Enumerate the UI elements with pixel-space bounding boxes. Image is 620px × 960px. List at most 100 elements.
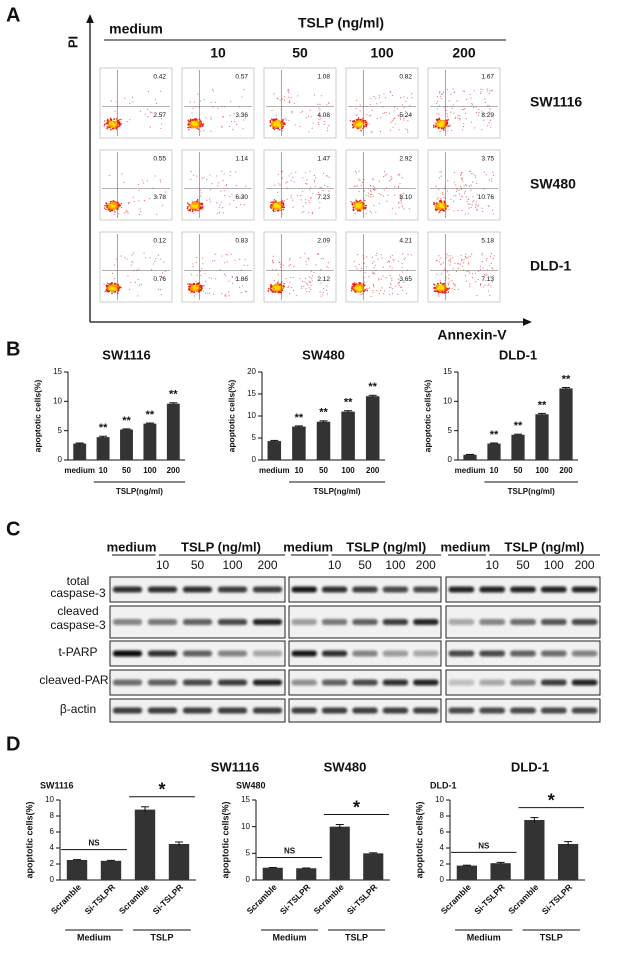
event-dot [441, 128, 443, 130]
event-dot [411, 97, 412, 98]
event-dot [462, 180, 463, 181]
event-dot [214, 260, 215, 261]
event-dot [224, 173, 225, 174]
event-dot [449, 124, 450, 125]
quadrant-value: 2.92 [399, 156, 412, 163]
event-dot [358, 204, 361, 207]
event-dot [293, 266, 294, 267]
quadrant-value: 6.30 [235, 194, 248, 201]
event-dot [151, 112, 152, 113]
blot-band [148, 651, 177, 657]
event-dot [118, 120, 120, 122]
event-dot [317, 253, 318, 254]
event-dot [380, 117, 381, 118]
y-tick-label: 5 [252, 433, 257, 442]
event-dot [392, 255, 393, 256]
event-dot [158, 255, 159, 256]
event-dot [270, 121, 272, 123]
blot-band [448, 680, 474, 686]
event-dot [392, 259, 393, 260]
event-dot [382, 113, 383, 114]
event-dot [327, 175, 328, 176]
event-dot [200, 130, 201, 131]
event-dot [368, 193, 369, 194]
event-dot [447, 130, 448, 131]
event-dot [443, 262, 444, 263]
panel-title: SW480 [324, 759, 367, 774]
event-dot [358, 171, 359, 172]
quadrant-value: 0.42 [153, 74, 166, 81]
event-dot [292, 199, 293, 200]
event-dot [312, 280, 313, 281]
event-dot [476, 112, 477, 113]
event-dot [365, 120, 367, 122]
event-dot [391, 280, 392, 281]
event-dot [460, 199, 461, 200]
quadrant-value: 0.55 [153, 156, 166, 163]
event-dot [438, 123, 441, 126]
event-dot [193, 212, 194, 213]
event-dot [398, 261, 399, 262]
y-tick-label: 2 [50, 859, 55, 868]
event-dot [277, 282, 279, 284]
event-dot [310, 110, 311, 111]
quadrant-value: 0.76 [153, 276, 166, 283]
significance: ** [122, 415, 131, 427]
event-dot [355, 171, 356, 172]
blot-band [322, 619, 348, 625]
x-tick-label: medium [259, 466, 290, 475]
event-dot [354, 206, 356, 208]
event-dot [433, 126, 435, 128]
x-tick-label: Scramble [117, 882, 151, 916]
event-dot [490, 256, 491, 257]
event-dot [268, 288, 270, 290]
x-tick-label: Si-TSLPR [540, 882, 574, 916]
y-tick-label: 10 [241, 822, 250, 831]
event-dot [270, 120, 272, 122]
event-dot [219, 204, 220, 205]
event-dot [241, 292, 242, 293]
event-dot [308, 259, 309, 260]
event-dot [129, 119, 130, 120]
event-dot [435, 209, 437, 211]
blot-band [113, 651, 142, 657]
event-dot [308, 131, 309, 132]
event-dot [385, 175, 386, 176]
group-label: Medium [272, 932, 306, 942]
event-dot [274, 185, 275, 186]
event-dot [283, 285, 285, 287]
event-dot [278, 205, 281, 208]
event-dot [277, 98, 278, 99]
event-dot [469, 171, 470, 172]
event-dot [439, 92, 440, 93]
event-dot [126, 209, 127, 210]
event-dot [187, 283, 188, 284]
event-dot [132, 97, 133, 98]
event-dot [148, 91, 149, 92]
event-dot [202, 258, 203, 259]
event-dot [373, 205, 374, 206]
event-dot [190, 292, 191, 293]
event-dot [247, 265, 248, 266]
event-dot [454, 181, 455, 182]
x-tick-label: Si-TSLPR [345, 882, 379, 916]
event-dot [193, 285, 196, 288]
event-dot [390, 287, 391, 288]
event-dot [481, 208, 482, 209]
event-dot [390, 92, 391, 93]
event-dot [110, 119, 112, 121]
blot-band [479, 587, 505, 593]
event-dot [160, 181, 161, 182]
y-tick-label: 10 [247, 411, 256, 420]
event-dot [191, 112, 192, 113]
event-dot [124, 257, 125, 258]
event-dot [306, 117, 307, 118]
event-dot [389, 180, 390, 181]
event-dot [459, 194, 460, 195]
event-dot [483, 120, 484, 121]
event-dot [229, 204, 230, 205]
blot-band [352, 587, 378, 593]
significance: ** [514, 420, 523, 432]
event-dot [453, 210, 454, 211]
event-dot [448, 125, 450, 127]
